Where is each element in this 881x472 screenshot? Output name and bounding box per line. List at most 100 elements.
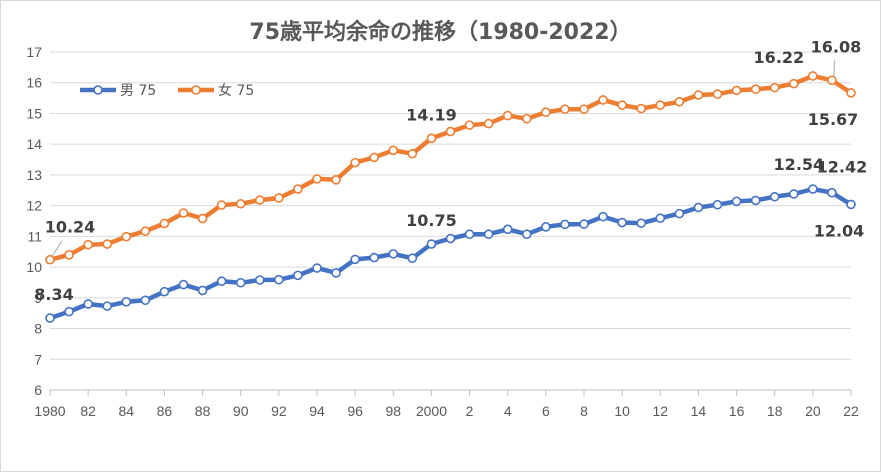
x-tick-label: 94 <box>309 403 325 419</box>
y-tick-label: 6 <box>34 382 42 398</box>
label-leader <box>51 240 63 257</box>
data-point <box>502 224 513 235</box>
x-tick-label: 6 <box>542 403 550 419</box>
data-point <box>293 184 303 194</box>
data-point <box>712 199 723 210</box>
data-point <box>331 175 341 185</box>
data-point <box>750 195 761 206</box>
data-point <box>731 196 742 207</box>
data-point <box>102 301 113 311</box>
data-point <box>827 187 837 198</box>
data-point <box>159 218 170 229</box>
y-tick-label: 12 <box>26 198 42 214</box>
series-line-1 <box>47 73 854 262</box>
data-point <box>808 184 818 194</box>
data-label: 16.22 <box>754 48 805 67</box>
x-tick-label: 1980 <box>34 403 65 419</box>
data-point <box>293 270 303 281</box>
x-tick-label: 4 <box>504 403 512 419</box>
x-tick-label: 12 <box>652 403 668 419</box>
y-tick-label: 15 <box>26 105 42 121</box>
data-point <box>312 174 322 184</box>
data-point <box>407 253 418 263</box>
series-line-0 <box>47 186 854 321</box>
data-point <box>197 213 208 224</box>
data-point <box>769 191 780 202</box>
x-tick-label: 82 <box>80 403 96 419</box>
data-point <box>197 285 208 296</box>
data-label: 10.75 <box>406 211 457 230</box>
data-point <box>827 75 837 86</box>
x-tick-label: 96 <box>347 403 363 419</box>
data-point <box>693 202 704 213</box>
x-tick-label: 8 <box>580 403 588 419</box>
data-label: 16.08 <box>811 37 862 56</box>
data-point <box>159 286 170 297</box>
data-point <box>312 263 322 273</box>
data-point <box>121 297 132 307</box>
data-point <box>674 96 685 107</box>
data-point <box>560 219 570 230</box>
data-point <box>521 113 532 124</box>
data-point <box>178 208 189 218</box>
data-point <box>350 254 360 265</box>
x-axis: 1980 82 84 86 88 90 92 94 96 98 2000 2 4 6 8 10 12 14 16 18… <box>34 389 859 419</box>
data-point <box>140 295 151 306</box>
data-point <box>45 254 55 265</box>
x-tick-label: 10 <box>614 403 630 419</box>
data-point <box>102 239 113 249</box>
data-point <box>274 193 284 203</box>
y-tick-label: 13 <box>26 167 42 183</box>
x-tick-label: 86 <box>157 403 173 419</box>
y-tick-label: 9 <box>34 290 42 306</box>
data-point <box>502 110 513 121</box>
data-point <box>541 222 551 232</box>
data-point <box>579 219 589 229</box>
x-tick-label: 20 <box>805 403 821 419</box>
data-label: 14.19 <box>406 105 457 124</box>
data-point <box>388 145 399 156</box>
data-point <box>426 133 437 144</box>
x-tick-label: 98 <box>385 403 401 419</box>
legend: 男 75 女 75 <box>80 82 254 99</box>
data-point <box>808 71 818 81</box>
data-point <box>445 233 456 244</box>
data-label: 8.34 <box>34 285 73 304</box>
chart-title: 75歳平均余命の推移（1980-2022） <box>249 20 632 45</box>
x-tick-label: 88 <box>195 403 211 419</box>
y-tick-label: 8 <box>34 321 42 337</box>
legend-marker <box>191 85 201 95</box>
legend-label-0: 男 75 <box>120 83 156 99</box>
legend-label-1: 女 75 <box>218 82 254 99</box>
data-point <box>45 313 55 323</box>
data-point <box>235 198 246 209</box>
data-label: 15.67 <box>808 110 859 129</box>
data-point <box>388 249 399 259</box>
data-point <box>216 276 227 287</box>
data-label: 10.24 <box>45 218 96 237</box>
x-tick-label: 90 <box>233 403 249 419</box>
data-point <box>64 306 74 317</box>
data-point <box>769 82 780 93</box>
data-point <box>598 211 608 222</box>
x-tick-label: 22 <box>843 403 859 419</box>
data-point <box>407 148 418 159</box>
y-axis-ticks: 6 7 8 9 10 11 12 13 14 15 16 17 <box>26 44 42 398</box>
data-point <box>579 104 589 114</box>
y-tick-label: 17 <box>26 44 42 60</box>
data-point <box>64 250 74 260</box>
data-point <box>560 104 570 114</box>
data-point <box>788 78 799 89</box>
data-point <box>83 299 93 309</box>
data-label: 12.42 <box>817 158 868 177</box>
x-tick-label: 14 <box>691 403 707 419</box>
data-point <box>235 277 246 288</box>
y-tick-label: 11 <box>27 228 42 244</box>
data-point <box>483 118 494 129</box>
x-tick-label: 2000 <box>416 403 447 419</box>
data-point <box>846 88 856 98</box>
series-lines <box>45 71 856 323</box>
data-point <box>369 252 380 263</box>
data-point <box>617 217 627 228</box>
